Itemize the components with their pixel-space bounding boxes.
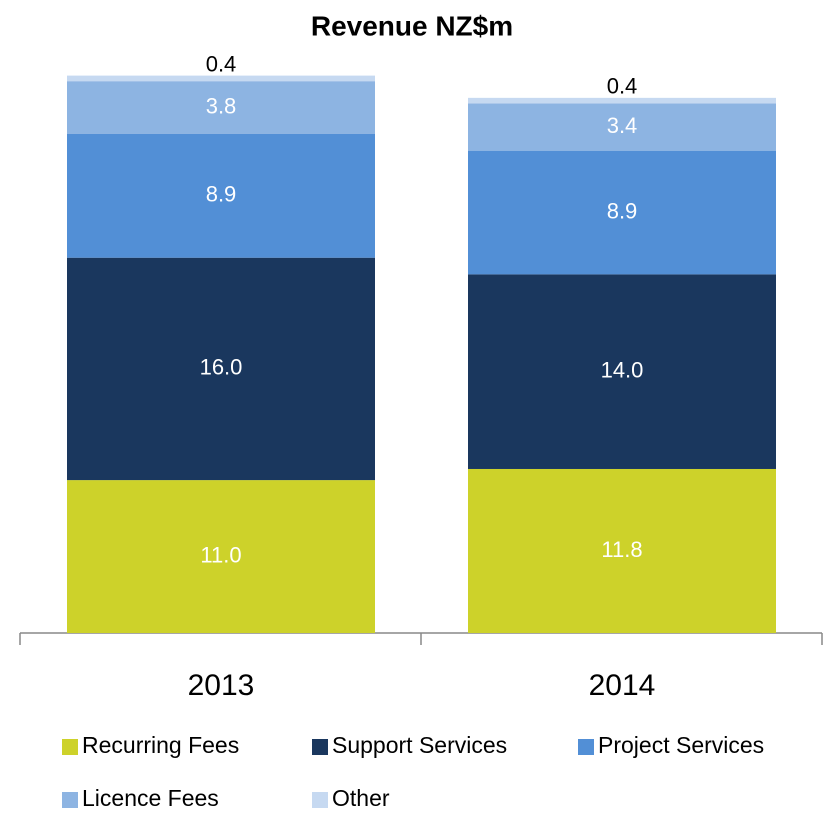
data-label: 11.0 (200, 542, 241, 567)
legend-label: Recurring Fees (82, 732, 239, 758)
data-label: 11.8 (601, 537, 642, 562)
legend-swatch (578, 739, 594, 755)
legend-label: Project Services (598, 732, 764, 758)
bar-segment (67, 81, 375, 134)
legend-swatch (62, 792, 78, 808)
chart-title: Revenue NZ$m (311, 10, 513, 41)
data-label: 0.4 (206, 51, 237, 76)
legend-swatch (312, 792, 328, 808)
x-tick-label: 2014 (589, 669, 656, 702)
bar-segment (468, 274, 776, 469)
bar-segment (468, 150, 776, 275)
bar-segment (468, 468, 776, 633)
x-tick-label: 2013 (188, 669, 255, 702)
legend-swatch (62, 739, 78, 755)
bar-segment (67, 75, 375, 82)
data-label: 0.4 (607, 74, 638, 99)
bar-segment (468, 103, 776, 151)
legend-label: Support Services (332, 732, 507, 758)
bar-segment (67, 257, 375, 481)
data-label: 16.0 (200, 355, 243, 380)
data-label: 14.0 (601, 357, 644, 382)
legend-label: Other (332, 785, 390, 811)
bar-segment (468, 97, 776, 104)
data-label: 8.9 (206, 182, 237, 207)
legend-swatch (312, 739, 328, 755)
legend-label: Licence Fees (82, 785, 219, 811)
bar-segment (67, 480, 375, 633)
bar-segment (67, 133, 375, 258)
data-label: 3.8 (206, 93, 237, 118)
data-label: 8.9 (607, 198, 638, 223)
data-label: 3.4 (607, 113, 638, 138)
